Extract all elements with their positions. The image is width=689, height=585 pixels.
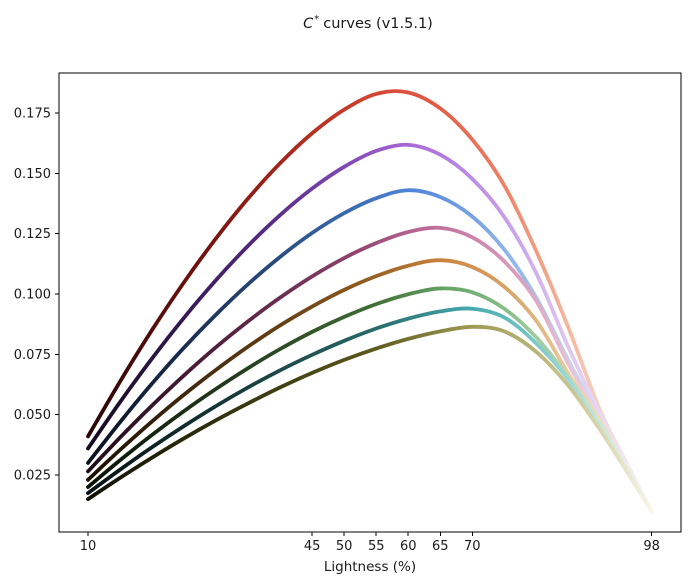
- y-tick-label: 0.100: [14, 287, 51, 302]
- curve-purple: [86, 142, 654, 514]
- curve-pink: [86, 225, 654, 514]
- x-tick-label: 60: [400, 539, 417, 554]
- curve-red: [86, 89, 654, 514]
- y-tick-label: 0.125: [14, 227, 51, 242]
- x-axis-label: Lightness (%): [324, 559, 416, 575]
- axes-layer: 10 45 50 55 60 65 70 98 0.025 0.050 0.075 0.100 0.12…: [14, 72, 682, 554]
- curve-orange: [86, 258, 654, 514]
- chart-title-superscript: *: [314, 14, 319, 25]
- x-tick-label: 10: [80, 539, 97, 554]
- x-tick-label: 70: [464, 539, 481, 554]
- x-tick-label: 50: [336, 539, 353, 554]
- x-tick-label: 98: [643, 539, 660, 554]
- x-tick-label: 55: [368, 539, 385, 554]
- y-tick-label: 0.150: [14, 167, 51, 182]
- curve-teal: [86, 306, 654, 514]
- plot-border: [58, 72, 682, 533]
- chart-title-c: C: [303, 16, 314, 32]
- y-tick-label: 0.175: [14, 106, 51, 121]
- y-tick-label: 0.025: [14, 468, 51, 483]
- chart-title-rest: curves (v1.5.1): [323, 16, 433, 32]
- chart-title: C* curves (v1.5.1): [303, 14, 433, 32]
- x-tick-label: 65: [432, 539, 449, 554]
- curves-layer: [86, 89, 654, 514]
- x-tick-label: 45: [304, 539, 321, 554]
- curve-olive: [86, 324, 654, 514]
- y-tick-label: 0.050: [14, 408, 51, 423]
- y-tick-label: 0.075: [14, 348, 51, 363]
